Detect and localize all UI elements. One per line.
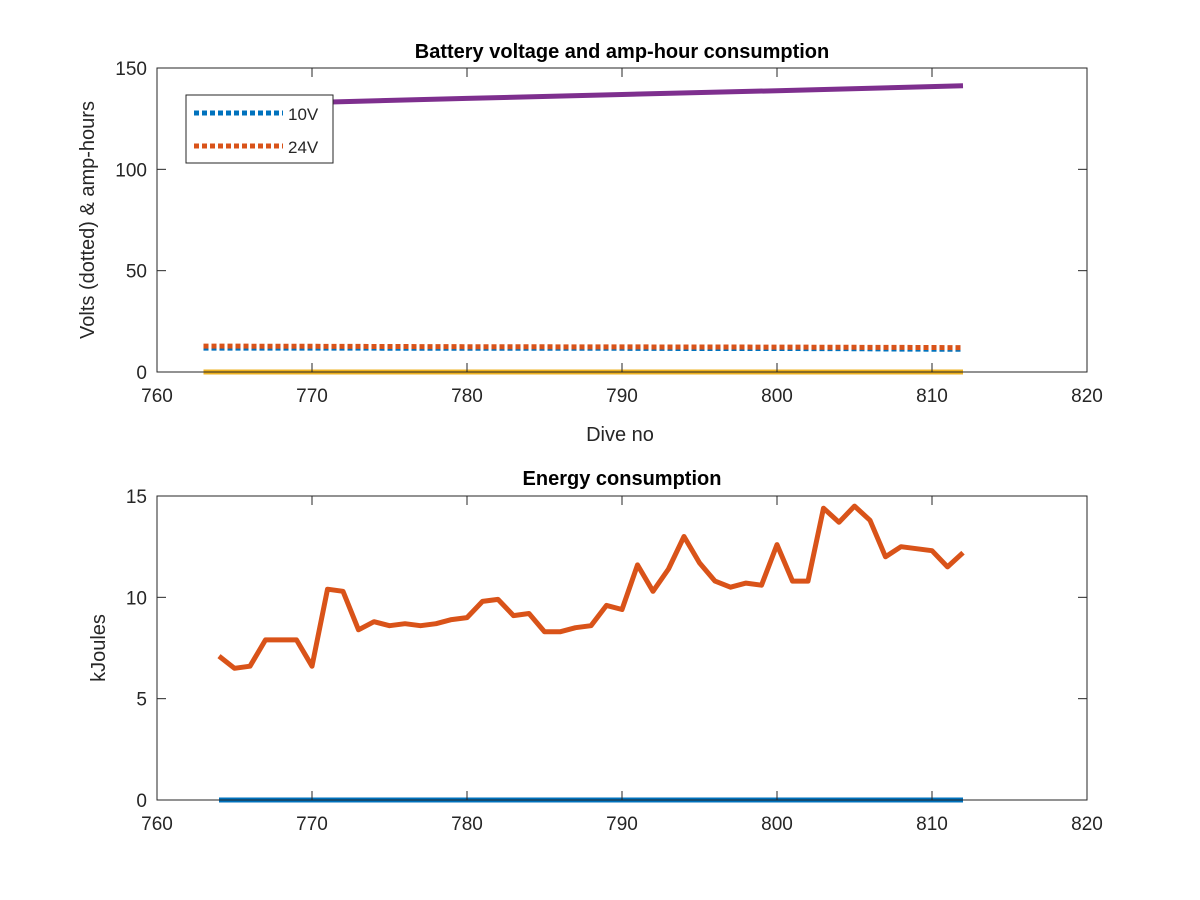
x-tick-label: 790 <box>606 814 638 835</box>
x-tick-label: 760 <box>141 814 173 835</box>
y-tick-label: 150 <box>115 59 147 80</box>
energy-chart-title: Energy consumption <box>523 468 722 490</box>
legend-box <box>185 94 334 164</box>
y-tick-label: 50 <box>126 262 147 283</box>
voltage-legend: 10V 24V <box>185 94 334 164</box>
x-tick-label: 810 <box>916 814 948 835</box>
x-tick-label: 800 <box>761 386 793 407</box>
y-tick-label: 0 <box>136 363 147 384</box>
voltage-axes-box <box>156 67 1088 373</box>
x-tick-label: 820 <box>1071 814 1103 835</box>
x-tick-label: 780 <box>451 814 483 835</box>
y-tick-label: 100 <box>115 160 147 181</box>
y-tick-label: 15 <box>126 487 147 508</box>
legend-label-10v: 10V <box>288 105 319 124</box>
legend-label-24v: 24V <box>288 138 319 157</box>
energy-chart-panel: 760 770 780 790 800 810 820 0 5 10 15 Energy consu… <box>88 468 1103 835</box>
voltage-chart-title: Battery voltage and amp-hour consumption <box>415 41 829 63</box>
x-tick-label: 770 <box>296 814 328 835</box>
energy-y-axis-label: kJoules <box>88 614 110 682</box>
series-24v <box>203 343 964 351</box>
voltage-x-axis-label: Dive no <box>586 424 654 446</box>
x-tick-label: 780 <box>451 386 483 407</box>
x-tick-label: 770 <box>296 386 328 407</box>
voltage-chart-panel: 760 770 780 790 800 810 820 0 50 100 150 Battery v… <box>77 41 1103 446</box>
energy-ticks: 760 770 780 790 800 810 820 0 5 10 15 <box>126 487 1103 835</box>
energy-axes-box <box>156 495 1088 801</box>
energy-plot-area <box>157 496 1087 800</box>
x-tick-label: 820 <box>1071 386 1103 407</box>
y-tick-label: 5 <box>136 690 147 711</box>
y-tick-label: 0 <box>136 791 147 812</box>
y-tick-label: 10 <box>126 588 147 609</box>
voltage-y-axis-label: Volts (dotted) & amp-hours <box>77 101 99 339</box>
x-tick-label: 810 <box>916 386 948 407</box>
voltage-ticks: 760 770 780 790 800 810 820 0 50 100 150 <box>115 59 1103 407</box>
x-tick-label: 790 <box>606 386 638 407</box>
x-tick-label: 800 <box>761 814 793 835</box>
x-tick-label: 760 <box>141 386 173 407</box>
series-line-1-1 <box>217 503 965 671</box>
